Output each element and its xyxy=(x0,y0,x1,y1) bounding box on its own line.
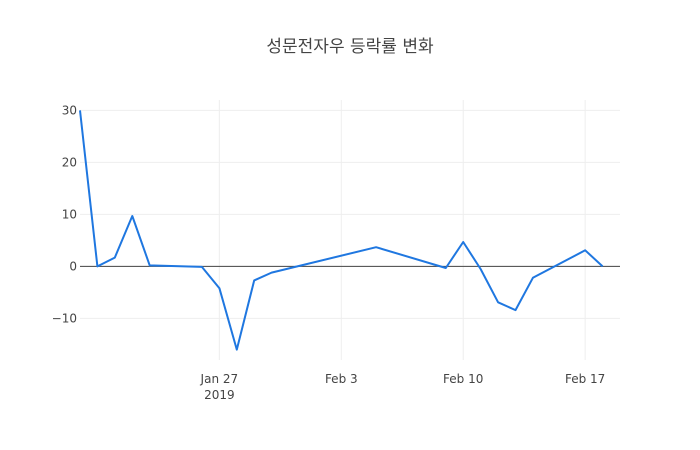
y-tick-label: 0 xyxy=(69,259,77,273)
y-tick-label: 30 xyxy=(62,103,77,117)
x-tick-label: Feb 10 xyxy=(443,372,483,386)
chart-title: 성문전자우 등락률 변화 xyxy=(266,37,434,57)
y-tick-label: 10 xyxy=(62,207,77,221)
x-tick-label: Feb 3 xyxy=(325,372,358,386)
x-tick-label: Feb 17 xyxy=(565,372,605,386)
y-axis-ticks: 30 20 10 0 −10 xyxy=(52,103,77,325)
y-tick-label: 20 xyxy=(62,155,77,169)
series-group xyxy=(79,110,604,351)
x-axis-ticks: Jan 27 2019 Feb 3 Feb 10 Feb 17 xyxy=(200,372,606,402)
x-tick-sublabel: 2019 xyxy=(204,388,235,402)
series-line xyxy=(79,110,604,351)
x-tick-label: Jan 27 xyxy=(200,372,239,386)
grid-lines xyxy=(80,100,620,360)
y-tick-label: −10 xyxy=(52,311,77,325)
